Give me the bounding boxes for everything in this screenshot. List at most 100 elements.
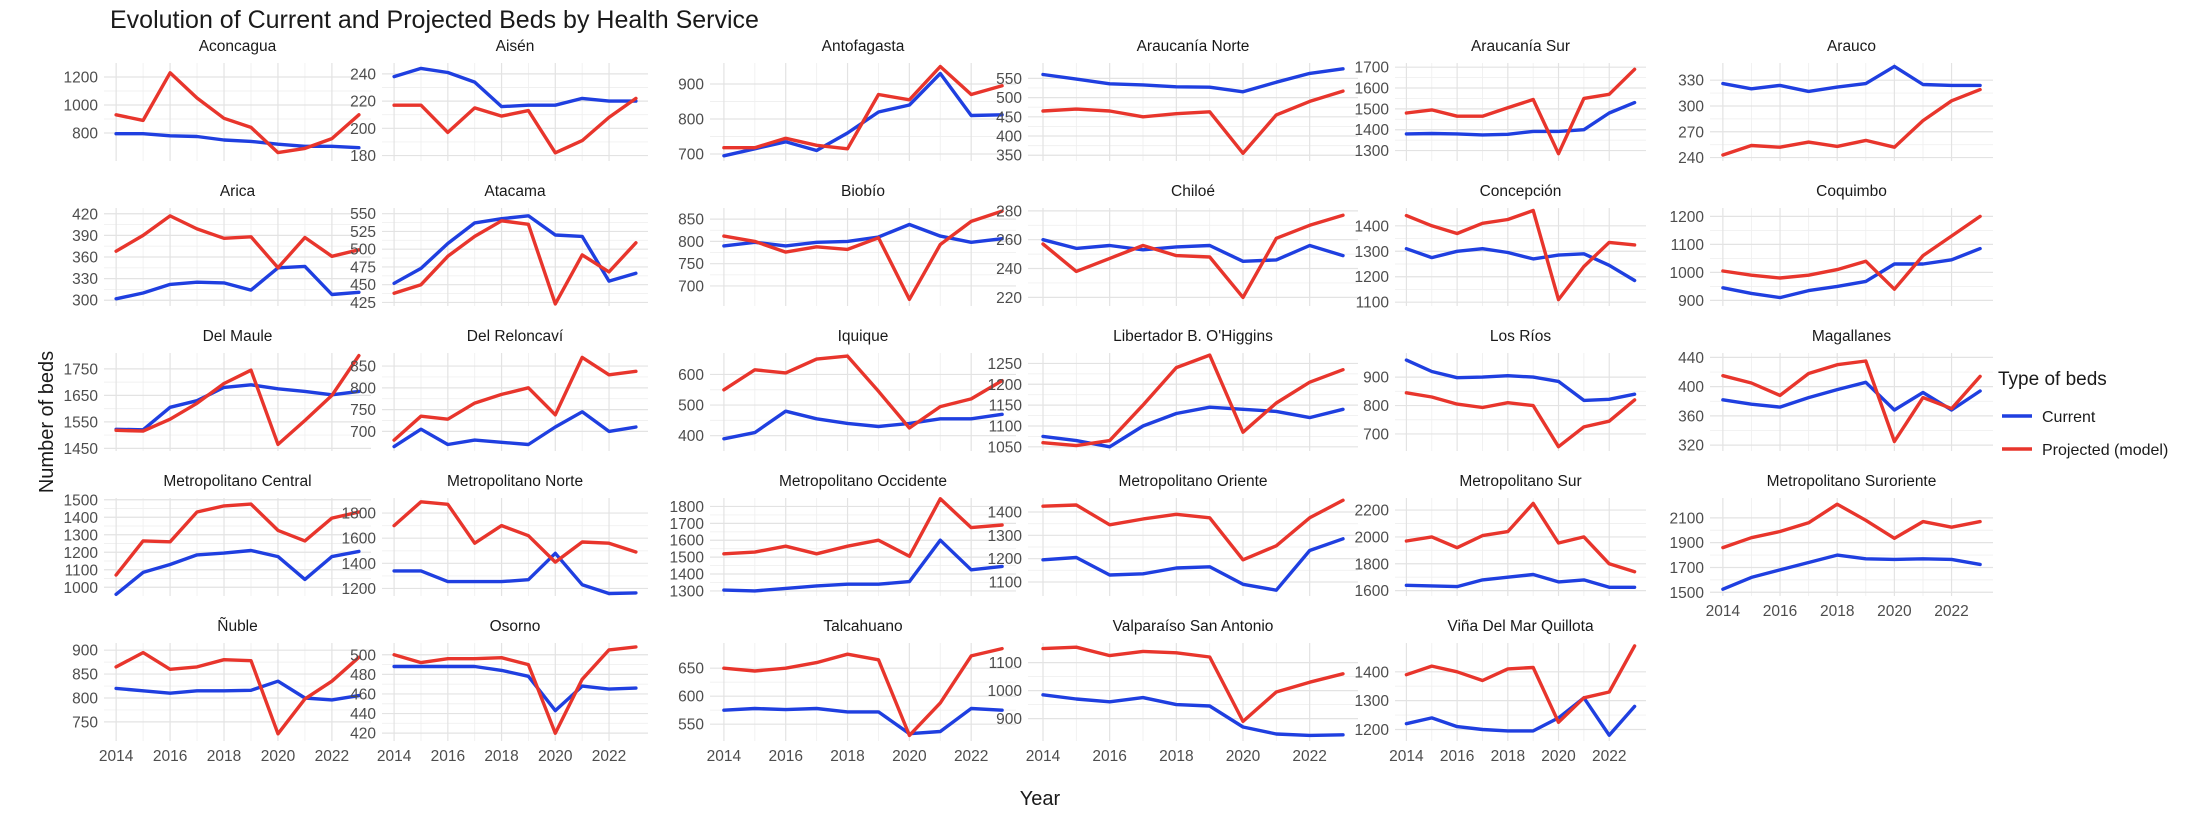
y-tick-label: 700	[678, 147, 704, 164]
x-tick-label: 2018	[1159, 748, 1193, 765]
panel-magallanes: Magallanes 320 360 400 440	[1678, 328, 1993, 455]
y-tick-label: 220	[996, 290, 1022, 307]
y-tick-label: 600	[678, 367, 704, 384]
panel-title-biobio: Biobío	[841, 183, 885, 200]
series-line-projected-los-rios	[1404, 391, 1637, 449]
panel-title-aconcagua: Aconcagua	[199, 38, 277, 55]
y-tick-label: 700	[350, 424, 376, 441]
series-line-current-biobio	[722, 222, 1004, 248]
y-tick-label: 220	[350, 94, 376, 111]
y-tick-label: 400	[678, 428, 704, 445]
y-tick-label: 525	[350, 224, 376, 241]
panel-del-maule: Del Maule 1450 1550 1650 1750	[64, 328, 371, 458]
x-tick-label: 2018	[830, 748, 864, 765]
y-tick-label: 500	[678, 398, 704, 415]
y-tick-label: 500	[350, 242, 376, 259]
y-tick-label: 2200	[1355, 503, 1390, 520]
y-tick-label: 400	[996, 129, 1022, 146]
x-tick-label: 2020	[1877, 603, 1912, 620]
series-line-projected-antofagasta	[722, 64, 1004, 151]
y-tick-label: 800	[72, 690, 98, 707]
y-tick-label: 1500	[64, 492, 99, 509]
y-tick-label: 300	[1678, 98, 1704, 115]
y-tick-label: 450	[996, 109, 1022, 126]
series-line-projected-metropolitano-suroriente	[1721, 502, 1982, 550]
y-tick-label: 1000	[988, 683, 1023, 700]
series-line-projected-metropolitano-norte	[392, 500, 638, 564]
x-tick-label: 2018	[1491, 748, 1525, 765]
x-tick-label: 2014	[1026, 748, 1061, 765]
series-line-projected-arauco	[1721, 87, 1982, 157]
y-tick-label: 1200	[1355, 269, 1390, 286]
y-tick-label: 1200	[988, 377, 1023, 394]
y-tick-label: 850	[350, 359, 376, 376]
y-tick-label: 1100	[989, 575, 1023, 592]
x-tick-label: 2018	[207, 748, 241, 765]
panel-metropolitano-sur: Metropolitano Sur 1600 1800 2000 2200	[1355, 473, 1646, 600]
y-tick-label: 270	[1678, 124, 1704, 141]
y-tick-label: 600	[678, 689, 704, 706]
series-line-projected-talcahuano	[722, 646, 1004, 738]
series-line-projected-biobio	[722, 209, 1004, 301]
series-line-projected-del-maule	[114, 353, 361, 447]
panel-valparaiso-san-antonio: Valparaíso San Antonio 900 1000 1100 2014 201…	[988, 618, 1358, 765]
y-tick-label: 1600	[670, 533, 705, 550]
panel-araucania-sur: Araucanía Sur 1300 1400 1500 1600 1700	[1355, 38, 1646, 161]
series-line-current-metropolitano-norte	[392, 551, 638, 596]
y-tick-label: 1000	[1670, 265, 1705, 282]
y-tick-label: 1800	[342, 506, 377, 523]
panel-title-metropolitano-central: Metropolitano Central	[163, 473, 311, 490]
x-tick-label: 2016	[431, 748, 465, 765]
series-line-current-osorno	[392, 664, 638, 713]
y-tick-label: 1700	[1355, 60, 1390, 77]
x-tick-label: 2014	[1389, 748, 1424, 765]
legend-label-projected: Projected (model)	[2042, 442, 2168, 459]
y-tick-label: 1400	[670, 567, 705, 584]
series-line-current-iquique	[722, 409, 1004, 441]
x-tick-label: 2022	[315, 748, 349, 765]
panel-title-metropolitano-occidente: Metropolitano Occidente	[779, 473, 947, 490]
panel-metropolitano-oriente: Metropolitano Oriente 1100 1200 1300 1400	[988, 473, 1358, 596]
series-line-current-atacama	[392, 214, 638, 285]
x-tick-label: 2020	[892, 748, 927, 765]
series-line-projected-metropolitano-sur	[1404, 501, 1637, 574]
x-tick-label: 2018	[484, 748, 518, 765]
y-tick-label: 1400	[988, 505, 1023, 522]
panel-title-concepcion: Concepción	[1480, 183, 1562, 200]
y-tick-label: 1300	[1355, 693, 1390, 710]
y-tick-label: 1500	[670, 550, 705, 567]
panel-chiloe: Chiloé 220 240 260 280	[996, 183, 1358, 307]
x-tick-label: 2014	[377, 748, 412, 765]
series-line-current-del-reloncavi	[392, 410, 638, 449]
panel-antofagasta: Antofagasta 700 800 900	[678, 38, 1016, 164]
x-tick-label: 2014	[707, 748, 742, 765]
y-tick-label: 425	[350, 295, 376, 312]
panel-metropolitano-central: Metropolitano Central 1000110012001300140…	[64, 473, 371, 597]
y-tick-label: 1300	[988, 528, 1023, 545]
y-tick-label: 240	[350, 66, 376, 83]
panel-title-aisen: Aisén	[496, 38, 535, 55]
y-tick-label: 750	[72, 714, 98, 731]
y-tick-label: 800	[350, 380, 376, 397]
series-line-current-metropolitano-central	[114, 548, 361, 596]
series-line-projected-del-reloncavi	[392, 355, 638, 442]
panel-libertador-b-o-higgins: Libertador B. O'Higgins 1050 1100 1150 1200 1…	[988, 328, 1358, 456]
y-tick-label: 800	[678, 234, 704, 251]
x-tick-label: 2016	[1092, 748, 1126, 765]
x-tick-label: 2014	[1706, 603, 1741, 620]
y-tick-label: 1500	[1355, 101, 1390, 118]
y-tick-label: 1100	[1356, 295, 1390, 312]
series-line-projected-magallanes	[1721, 359, 1982, 444]
series-line-projected-vina-del-mar-quillota	[1404, 644, 1637, 724]
y-tick-label: 900	[678, 77, 704, 94]
panel-metropolitano-suroriente: Metropolitano Suroriente 1500 1700 1900 2100…	[1670, 473, 1993, 620]
y-tick-label: 1200	[64, 545, 99, 562]
series-line-projected-valparaiso-san-antonio	[1041, 645, 1345, 724]
y-tick-label: 1400	[1355, 122, 1390, 139]
y-tick-label: 1400	[342, 556, 377, 573]
y-tick-label: 900	[1678, 293, 1704, 310]
panel-araucania-norte: Araucanía Norte 350 400 450 500 550	[996, 38, 1358, 165]
y-tick-label: 1300	[670, 583, 705, 600]
panel-title-coquimbo: Coquimbo	[1816, 183, 1887, 200]
